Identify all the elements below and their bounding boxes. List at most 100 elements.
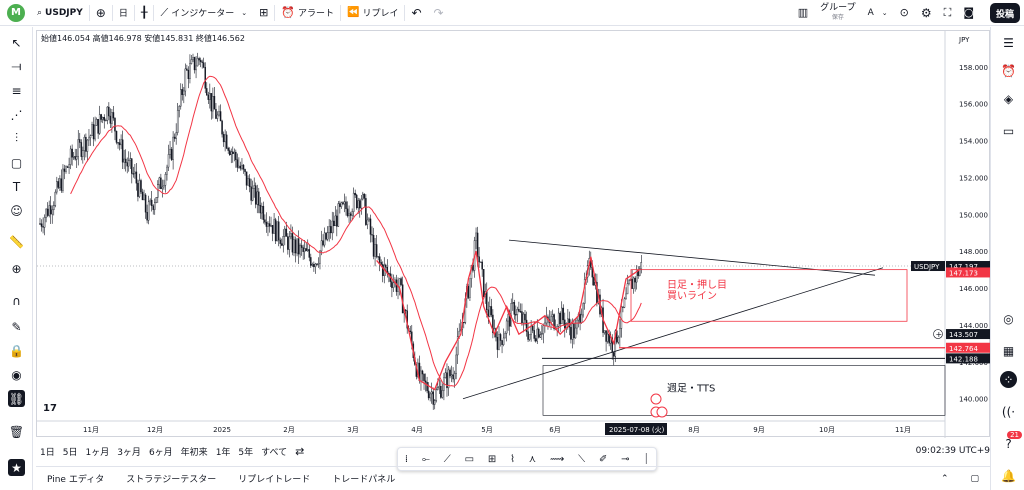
bell-icon[interactable]: 🔔 xyxy=(1001,468,1016,483)
range-5d[interactable]: 5日 xyxy=(62,447,78,458)
watchlist-icon[interactable]: ☰ xyxy=(1003,35,1014,50)
candle-body xyxy=(224,134,226,143)
candle-body xyxy=(380,262,382,265)
group-letter-button[interactable]: A ⌄ xyxy=(862,0,894,26)
tab-replay-trade[interactable]: リプレイトレード xyxy=(238,475,311,485)
crosshair-icon[interactable]: ⊞ xyxy=(487,453,497,465)
range-all[interactable]: すべて xyxy=(261,447,288,458)
range-ytd[interactable]: 年初来 xyxy=(180,447,208,458)
zigzag-icon[interactable]: ⟿ xyxy=(549,453,565,465)
trendline-icon[interactable]: ⟞ xyxy=(11,59,22,73)
candle-body xyxy=(617,336,620,343)
candle-body xyxy=(256,191,259,205)
path-icon[interactable]: ⋏ xyxy=(528,453,537,465)
fib-icon[interactable]: ≡ xyxy=(11,83,22,98)
alerts-clock-icon[interactable]: ⏰ xyxy=(1001,63,1016,78)
layout-button[interactable]: ▥ xyxy=(792,0,814,26)
polyline-icon[interactable]: ⌇ xyxy=(510,453,515,465)
brush-icon[interactable]: ✐ xyxy=(598,453,608,465)
emoji-icon[interactable]: ☺ xyxy=(10,203,23,218)
pencil-lock-icon[interactable]: ✎ xyxy=(11,319,22,334)
group-letter: A xyxy=(867,7,874,18)
candle-body xyxy=(426,382,428,392)
line-icon[interactable]: ⟍ xyxy=(578,453,586,465)
time-tick-label: 2025 xyxy=(213,426,231,434)
target-icon[interactable]: ◎ xyxy=(1003,311,1014,326)
clock[interactable]: 09:02:39 UTC+9 xyxy=(915,446,990,456)
chevron-up-icon[interactable]: ⌃ xyxy=(940,473,949,484)
settings-button[interactable]: ⚙ xyxy=(915,0,938,26)
symbol-search-button[interactable]: ⌕ USDJPY xyxy=(31,0,89,26)
candle-body xyxy=(293,239,295,253)
templates-button[interactable]: ⊞ xyxy=(253,0,274,26)
compare-button[interactable]: ⊕ xyxy=(90,0,112,26)
link-icon[interactable]: ⛓ xyxy=(8,390,25,407)
measure-icon[interactable]: ⊸ xyxy=(621,453,630,465)
pattern-icon[interactable]: ⋰ xyxy=(10,107,23,122)
candle-body xyxy=(132,173,135,175)
candle-body xyxy=(626,283,629,295)
text-icon[interactable]: T xyxy=(12,179,21,194)
user-avatar[interactable]: M xyxy=(7,3,25,22)
goto-date-icon[interactable]: ⇄ xyxy=(295,444,305,458)
vline-icon[interactable]: ⏐ xyxy=(643,453,650,465)
publish-button[interactable]: 投稿 xyxy=(989,3,1020,23)
hline-icon[interactable]: ⟜ xyxy=(421,453,430,465)
broadcast-icon[interactable]: ((· xyxy=(1001,404,1016,419)
indicators-button[interactable]: ⟋ インジケーター ⌄ xyxy=(154,0,253,26)
range-6m[interactable]: 6ヶ月 xyxy=(148,447,173,458)
calendar-icon[interactable]: ▦ xyxy=(1002,343,1015,358)
range-3m[interactable]: 3ヶ月 xyxy=(117,447,141,458)
candle-body xyxy=(88,137,90,141)
forecast-icon[interactable]: ⫶ xyxy=(14,131,18,145)
alert-button[interactable]: ⏰ アラート xyxy=(275,0,340,26)
help-icon[interactable]: ? xyxy=(1005,436,1012,451)
quick-search-button[interactable]: ⊙ xyxy=(894,0,915,26)
range-5y[interactable]: 5年 xyxy=(238,447,254,458)
range-1m[interactable]: 1ヶ月 xyxy=(85,447,110,458)
zoom-icon[interactable]: ⊕ xyxy=(11,261,22,276)
price-chart[interactable]: JPY140.000142.000144.000146.000148.00015… xyxy=(37,31,991,438)
range-1d[interactable]: 1日 xyxy=(40,447,55,458)
chart-type-button[interactable]: ╂ xyxy=(135,0,154,26)
star-icon[interactable]: ★ xyxy=(8,459,25,476)
candle-body xyxy=(490,306,493,316)
interval-button[interactable]: 日 xyxy=(113,0,134,26)
undo-button[interactable]: ↶ xyxy=(405,0,427,26)
snapshot-button[interactable]: ◙ xyxy=(957,0,980,26)
divider xyxy=(153,4,155,21)
ray-icon[interactable]: ⟋ xyxy=(443,453,451,465)
trash-icon[interactable]: 🗑 xyxy=(8,424,25,439)
ruler-icon[interactable]: 📏 xyxy=(9,234,24,249)
candle-body xyxy=(507,314,509,322)
maximize-icon[interactable]: ▢ xyxy=(970,473,979,484)
eye-icon[interactable]: ◉ xyxy=(11,367,22,382)
replay-button[interactable]: ⏪ リプレイ xyxy=(341,0,404,26)
chart-pane[interactable]: JPY140.000142.000144.000146.000148.00015… xyxy=(36,30,991,438)
redo-button[interactable]: ↷ xyxy=(428,0,450,26)
group-button[interactable]: グループ 保存 xyxy=(814,0,861,26)
range-1y[interactable]: 1年 xyxy=(215,447,231,458)
shape-icon[interactable]: ▢ xyxy=(10,155,23,170)
moving-average-line xyxy=(70,75,642,387)
crosshair-date-box xyxy=(605,423,667,435)
apps-icon[interactable]: ⁘ xyxy=(1000,371,1017,388)
fullscreen-button[interactable]: ⛶ xyxy=(938,0,958,26)
layers-icon[interactable]: ◈ xyxy=(1003,91,1014,106)
candle-body xyxy=(319,250,321,264)
candle-body xyxy=(305,248,307,251)
tab-trading-panel[interactable]: トレードパネル xyxy=(332,475,396,485)
cursor-icon[interactable]: ↖ xyxy=(11,35,22,50)
candle-body xyxy=(98,114,101,134)
tab-strategy-tester[interactable]: ストラテジーテスター xyxy=(126,475,217,485)
candle-body xyxy=(539,334,542,338)
chat-icon[interactable]: ▭ xyxy=(1002,123,1015,138)
tab-pine-editor[interactable]: Pine エディタ xyxy=(47,475,105,485)
magnet-icon[interactable]: ∩ xyxy=(12,293,21,308)
lock-icon[interactable]: 🔒 xyxy=(9,343,24,358)
candle-body xyxy=(354,192,356,196)
rectangle-icon[interactable]: ▭ xyxy=(464,453,475,465)
candle-body xyxy=(100,114,102,120)
drag-handle-icon[interactable]: ⁞ xyxy=(404,453,409,465)
candle-body xyxy=(351,211,353,216)
